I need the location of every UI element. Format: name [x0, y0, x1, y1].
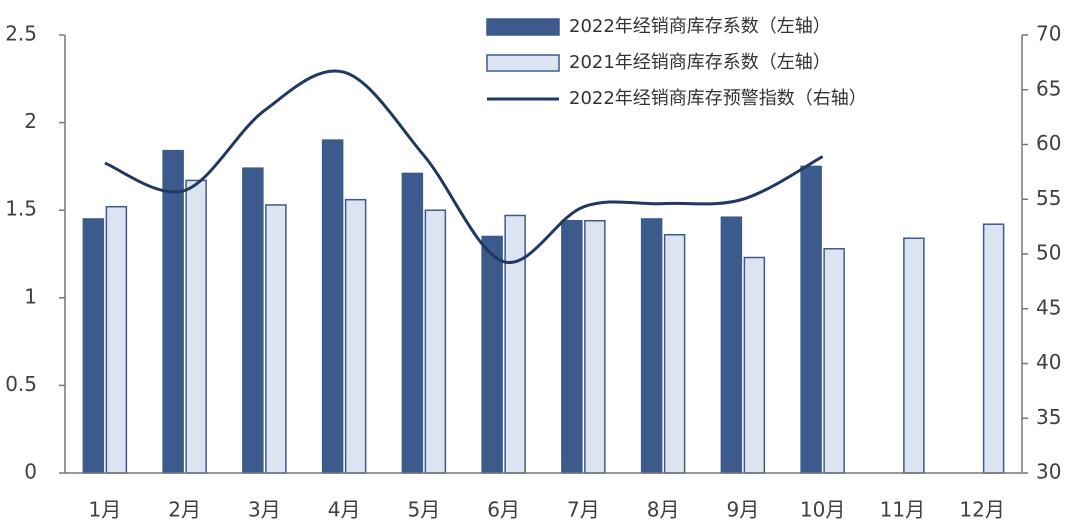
bar [162, 149, 184, 474]
bar [105, 205, 128, 474]
x-tick-label: 12月 [959, 498, 1004, 522]
x-tick-label: 7月 [567, 498, 600, 522]
legend-swatch [486, 54, 560, 72]
x-tick-label: 6月 [487, 498, 520, 522]
y2-tick-label: 70 [1036, 22, 1061, 46]
bar [720, 216, 743, 474]
bar [903, 237, 925, 474]
bar [982, 223, 1005, 474]
bar [504, 214, 526, 474]
x-tick-label: 5月 [408, 498, 441, 522]
bar [800, 165, 822, 474]
y-tick-label: 2 [24, 109, 37, 133]
y-tick-label: 1 [24, 284, 37, 308]
line [104, 69, 824, 265]
y-tick-label: 2.5 [5, 22, 37, 46]
y2-tick-label: 40 [1036, 350, 1061, 374]
bar [401, 172, 424, 474]
bar [82, 218, 105, 474]
y2-tick-label: 35 [1036, 405, 1061, 429]
legend-swatch [486, 18, 560, 36]
bar [640, 218, 663, 474]
x-tick-label: 8月 [647, 498, 680, 522]
y2-tick-label: 50 [1036, 241, 1061, 265]
bar [265, 204, 287, 474]
x-tick-label: 4月 [328, 498, 361, 522]
y-tick-label: 0 [24, 460, 37, 484]
bar [584, 219, 606, 474]
y2-tick-label: 45 [1036, 295, 1061, 319]
legend-label: 2021年经销商库存系数（左轴） [569, 52, 831, 73]
bar [242, 167, 264, 474]
y2-tick-label: 65 [1036, 76, 1061, 100]
bar [344, 198, 367, 474]
legend: 2022年经销商库存系数（左轴） 2021年经销商库存系数（左轴） 2022年经销商… [486, 16, 867, 109]
legend-label: 2022年经销商库存预警指数（右轴） [569, 88, 867, 109]
x-tick-label: 2月 [168, 498, 201, 522]
y-tick-label: 1.5 [5, 197, 37, 221]
x-tick-label: 9月 [727, 498, 760, 522]
y2-tick-label: 60 [1036, 131, 1061, 155]
bar [663, 233, 686, 474]
y2-tick-label: 30 [1036, 460, 1061, 484]
bar [321, 139, 344, 474]
x-tick-label: 1月 [89, 498, 122, 522]
bar [424, 209, 447, 474]
x-tick-label: 10月 [800, 498, 845, 522]
bar [743, 256, 766, 474]
bar [561, 219, 583, 474]
legend-label: 2022年经销商库存系数（左轴） [569, 16, 831, 37]
bar [481, 235, 503, 474]
y-tick-label: 0.5 [5, 372, 37, 396]
x-tick-label: 3月 [248, 498, 281, 522]
bar [185, 179, 207, 474]
y2-tick-label: 55 [1036, 186, 1061, 210]
bar [823, 247, 845, 474]
x-tick-label: 11月 [880, 498, 925, 522]
